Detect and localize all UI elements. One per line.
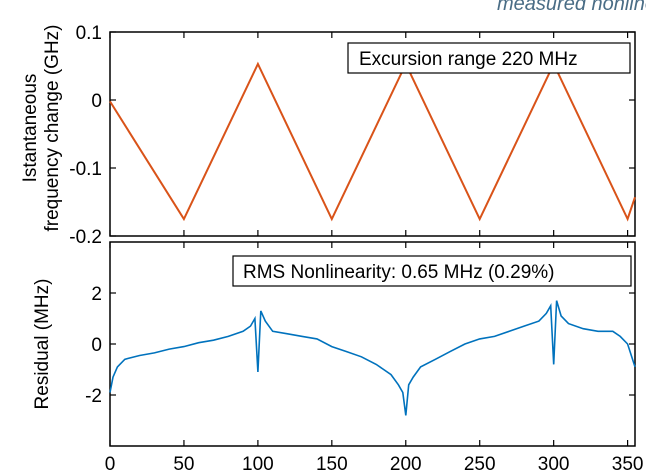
x-tick-label: 250 [464,454,496,474]
x-ticks [109,32,629,236]
y-tick-label: -2 [85,386,102,407]
x-tick-label: 50 [173,454,194,474]
y-tick-label: 2 [91,284,102,305]
annotation-text: RMS Nonlinearity: 0.65 MHz (0.29%) [243,262,555,283]
x-tick-label: 0 [105,454,116,474]
y-axis-label: Residual (MHz) [32,279,53,410]
watermark-text: measured nonlinear [497,0,646,15]
x-ticks: 0 50 100 150 200 250 300 350 [105,242,644,474]
y-tick-label: 0 [91,91,102,112]
y-tick-label: -0.2 [69,227,102,248]
x-tick-label: 150 [316,454,348,474]
x-tick-label: 200 [390,454,422,474]
y-ticks: 0.1 0 -0.1 -0.2 [69,23,635,248]
y-axis-label-line1: Istantaneous [20,74,41,183]
x-tick-label: 100 [242,454,274,474]
residual-series-line [109,300,636,416]
x-tick-label: 350 [612,454,644,474]
y-tick-label: -0.1 [69,159,102,180]
frequency-plot: 0.1 0 -0.1 -0.2 Excursion range 220 MHz Ist… [20,23,636,248]
y-tick-label: 0.1 [76,23,102,44]
x-tick-label: 300 [538,454,570,474]
annotation-text: Excursion range 220 MHz [359,49,578,70]
y-axis-label-line2: frequency change (GHz) [42,25,63,232]
annotation-box: Excursion range 220 MHz [347,42,631,74]
annotation-box: RMS Nonlinearity: 0.65 MHz (0.29%) [232,255,632,287]
y-ticks: 2 0 -2 [85,284,635,407]
residual-plot: 2 0 -2 0 50 100 150 200 250 300 350 RMS Nonlinear… [32,241,644,474]
frequency-series-line [109,61,636,222]
plot-frame [109,31,636,237]
y-tick-label: 0 [91,335,102,356]
